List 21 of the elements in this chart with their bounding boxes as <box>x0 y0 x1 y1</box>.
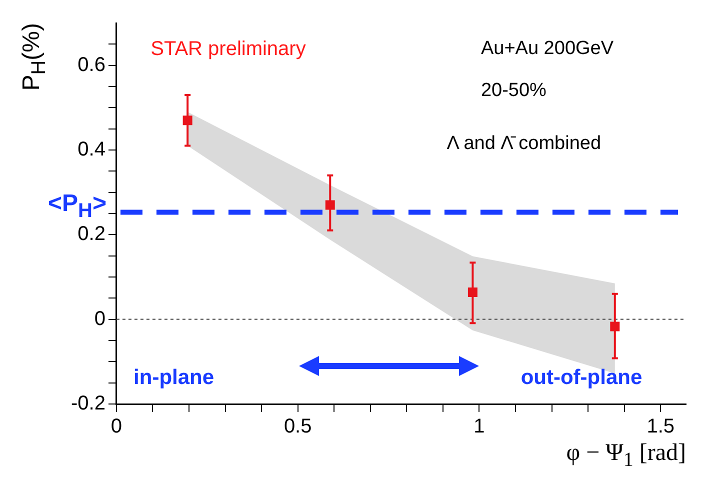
x-tick-label: 0.5 <box>284 416 312 438</box>
y-tick-label: 0.6 <box>78 54 106 76</box>
point <box>182 116 192 126</box>
y-tick-label: 0 <box>94 308 106 330</box>
x-tick-label: 1 <box>474 416 485 438</box>
annotation: in-plane <box>134 366 214 390</box>
annotation: out-of-plane <box>520 366 642 390</box>
x-tick-label: 0 <box>110 416 122 438</box>
y-tick-label: -0.2 <box>70 392 106 415</box>
point <box>610 322 620 332</box>
x-tick-label: 1.5 <box>646 416 675 438</box>
y-tick-label: 0.2 <box>78 223 106 246</box>
x-axis-title: φ − Ψ$_{1}$ [rad] <box>566 440 686 472</box>
annotation: Λ and Λ̄ combined <box>446 133 602 156</box>
annotation: Au+Au 200GeV <box>480 38 614 60</box>
point <box>468 288 478 297</box>
annotation: 20-50% <box>480 80 546 102</box>
ref-line-label: <P$_{H}$> <box>48 190 106 224</box>
annotation: STAR preliminary <box>150 38 306 62</box>
point <box>325 200 335 210</box>
y-tick-label: 0.4 <box>78 138 106 161</box>
